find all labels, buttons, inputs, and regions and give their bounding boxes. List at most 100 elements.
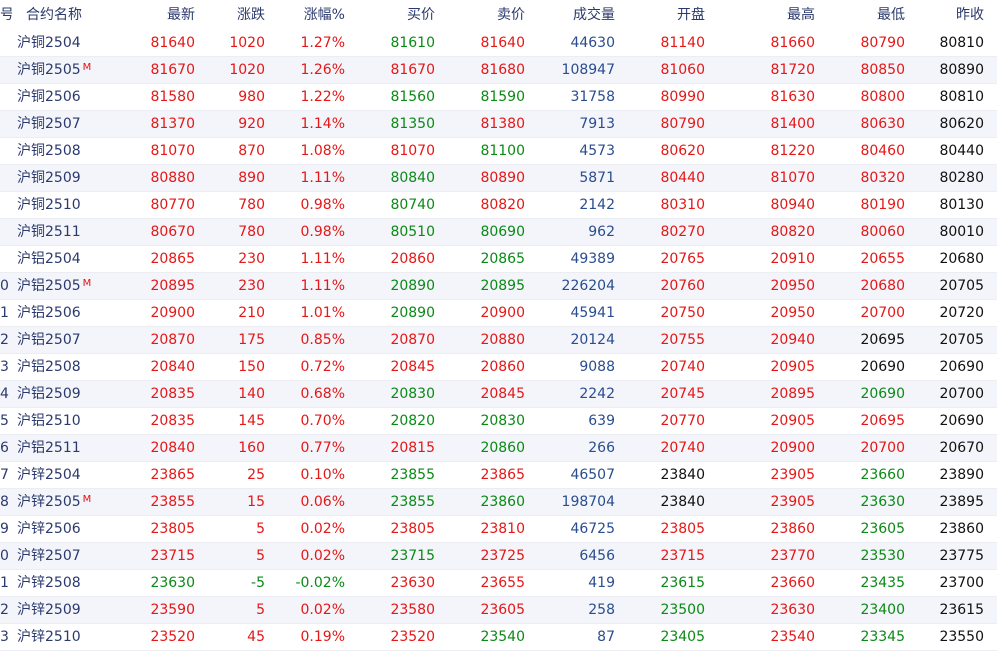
high-cell: 20940 [770, 332, 815, 348]
header-bid[interactable]: 买价 [407, 7, 435, 23]
ask-cell: 80690 [480, 224, 525, 240]
contract-name: 沪铝2508 [17, 359, 81, 375]
bid-cell: 20820 [390, 413, 435, 429]
last-cell: 20835 [150, 413, 195, 429]
table-row[interactable]: 1 沪铝2506 20900 210 1.01% 20890 20900 45941 20750… [0, 300, 997, 327]
contract-name: 沪铝2506 [17, 305, 81, 321]
low-cell: 20690 [860, 359, 905, 375]
header-ask[interactable]: 卖价 [497, 7, 525, 23]
header-high[interactable]: 最高 [787, 7, 815, 23]
header-change[interactable]: 涨跌 [237, 7, 265, 23]
volume-cell: 20124 [570, 332, 615, 348]
contract-name-cell[interactable]: 沪铝2506 [17, 300, 115, 327]
contract-name: 沪铝2507 [17, 332, 81, 348]
last-cell: 81580 [150, 89, 195, 105]
contract-name-cell[interactable]: 沪铜2507 [17, 111, 115, 138]
table-row[interactable]: 0 沪铝2505 M 20895 230 1.11% 20890 20895 226204 207… [0, 273, 997, 300]
low-cell: 80460 [860, 143, 905, 159]
contract-name-cell[interactable]: 沪铜2505 M [17, 57, 115, 84]
table-row[interactable]: 3 沪铝2508 20840 150 0.72% 20845 20860 9088 20740 2… [0, 354, 997, 381]
ask-cell: 20895 [480, 278, 525, 294]
table-row[interactable]: 7 沪锌2504 23865 25 0.10% 23855 23865 46507 23840 2… [0, 462, 997, 489]
table-row[interactable]: 沪铜2509 80880 890 1.11% 80840 80890 5871 80440 81… [0, 165, 997, 192]
contract-name-cell[interactable]: 沪锌2505 M [17, 489, 115, 516]
low-cell: 80790 [860, 35, 905, 51]
contract-name-cell[interactable]: 沪锌2509 [17, 597, 115, 624]
contract-name-cell[interactable]: 沪铝2508 [17, 354, 115, 381]
contract-name-cell[interactable]: 沪铜2504 [17, 30, 115, 57]
low-cell: 80060 [860, 224, 905, 240]
table-row[interactable]: 沪铜2511 80670 780 0.98% 80510 80690 962 80270 808… [0, 219, 997, 246]
high-cell: 23860 [770, 521, 815, 537]
last-cell: 20840 [150, 440, 195, 456]
high-cell: 23660 [770, 575, 815, 591]
contract-name-cell[interactable]: 沪锌2508 [17, 570, 115, 597]
contract-name: 沪铜2508 [17, 143, 81, 159]
contract-name: 沪铜2507 [17, 116, 81, 132]
contract-name-cell[interactable]: 沪锌2506 [17, 516, 115, 543]
contract-name-cell[interactable]: 沪铜2509 [17, 165, 115, 192]
volume-cell: 46725 [570, 521, 615, 537]
pct-cell: 0.68% [300, 386, 345, 402]
contract-name-cell[interactable]: 沪铜2506 [17, 84, 115, 111]
table-row[interactable]: 沪铜2505 M 81670 1020 1.26% 81670 81680 108947 810… [0, 57, 997, 84]
low-cell: 20695 [860, 332, 905, 348]
contract-name-cell[interactable]: 沪铝2505 M [17, 273, 115, 300]
header-name[interactable]: 合约名称 [26, 7, 82, 23]
high-cell: 80940 [770, 197, 815, 213]
contract-name: 沪铜2504 [17, 35, 81, 51]
contract-name-cell[interactable]: 沪铝2504 [17, 246, 115, 273]
contract-name-cell[interactable]: 沪铝2509 [17, 381, 115, 408]
header-open[interactable]: 开盘 [677, 7, 705, 23]
contract-name-cell[interactable]: 沪铝2507 [17, 327, 115, 354]
table-row[interactable]: 3 沪锌2510 23520 45 0.19% 23520 23540 87 23405 2354… [0, 624, 997, 651]
table-row[interactable]: 沪铜2508 81070 870 1.08% 81070 81100 4573 80620 81… [0, 138, 997, 165]
high-cell: 81630 [770, 89, 815, 105]
table-row[interactable]: 0 沪锌2507 23715 5 0.02% 23715 23725 6456 23715 237… [0, 543, 997, 570]
contract-name-cell[interactable]: 沪铜2508 [17, 138, 115, 165]
table-row[interactable]: 1 沪锌2508 23630 -5 -0.02% 23630 23655 419 23615 23… [0, 570, 997, 597]
change-cell: -5 [251, 575, 265, 591]
ask-cell: 20900 [480, 305, 525, 321]
open-cell: 80620 [660, 143, 705, 159]
table-row[interactable]: 沪铜2506 81580 980 1.22% 81560 81590 31758 80990 8… [0, 84, 997, 111]
contract-name-cell[interactable]: 沪锌2507 [17, 543, 115, 570]
open-cell: 20765 [660, 251, 705, 267]
table-row[interactable]: 9 沪锌2506 23805 5 0.02% 23805 23810 46725 23805 23… [0, 516, 997, 543]
volume-cell: 45941 [570, 305, 615, 321]
contract-name-cell[interactable]: 沪铜2511 [17, 219, 115, 246]
contract-name-cell[interactable]: 沪铜2510 [17, 192, 115, 219]
contract-name-cell[interactable]: 沪铝2511 [17, 435, 115, 462]
volume-cell: 419 [588, 575, 615, 591]
table-row[interactable]: 沪铜2510 80770 780 0.98% 80740 80820 2142 80310 80… [0, 192, 997, 219]
table-row[interactable]: 沪铜2507 81370 920 1.14% 81350 81380 7913 80790 81… [0, 111, 997, 138]
contract-name: 沪锌2507 [17, 548, 81, 564]
last-cell: 23590 [150, 602, 195, 618]
table-row[interactable]: 2 沪锌2509 23590 5 0.02% 23580 23605 258 23500 2363… [0, 597, 997, 624]
high-cell: 81720 [770, 62, 815, 78]
table-row[interactable]: 6 沪铝2511 20840 160 0.77% 20815 20860 266 20740 20… [0, 435, 997, 462]
open-cell: 20740 [660, 440, 705, 456]
header-low[interactable]: 最低 [877, 7, 905, 23]
row-index: 1 [0, 575, 9, 591]
table-row[interactable]: 沪铝2504 20865 230 1.11% 20860 20865 49389 20765 2… [0, 246, 997, 273]
header-last[interactable]: 最新 [167, 7, 195, 23]
table-row[interactable]: 2 沪铝2507 20870 175 0.85% 20870 20880 20124 20755… [0, 327, 997, 354]
table-row[interactable]: 5 沪铝2510 20835 145 0.70% 20820 20830 639 20770 20… [0, 408, 997, 435]
table-row[interactable]: 沪铜2504 81640 1020 1.27% 81610 81640 44630 81140… [0, 30, 997, 57]
last-cell: 80880 [150, 170, 195, 186]
header-volume[interactable]: 成交量 [573, 7, 615, 23]
last-cell: 20840 [150, 359, 195, 375]
volume-cell: 226204 [561, 278, 615, 294]
header-pct[interactable]: 涨幅% [303, 7, 345, 23]
last-cell: 23855 [150, 494, 195, 510]
contract-name-cell[interactable]: 沪锌2504 [17, 462, 115, 489]
prev-cell: 20705 [939, 332, 984, 348]
table-row[interactable]: 4 沪铝2509 20835 140 0.68% 20830 20845 2242 20745 2… [0, 381, 997, 408]
contract-name-cell[interactable]: 沪铝2510 [17, 408, 115, 435]
header-prev[interactable]: 昨收 [956, 7, 984, 23]
table-row[interactable]: 8 沪锌2505 M 23855 15 0.06% 23855 23860 198704 2384… [0, 489, 997, 516]
contract-name-cell[interactable]: 沪锌2510 [17, 624, 115, 651]
prev-cell: 20700 [939, 386, 984, 402]
header-index[interactable]: 号 [0, 7, 12, 23]
